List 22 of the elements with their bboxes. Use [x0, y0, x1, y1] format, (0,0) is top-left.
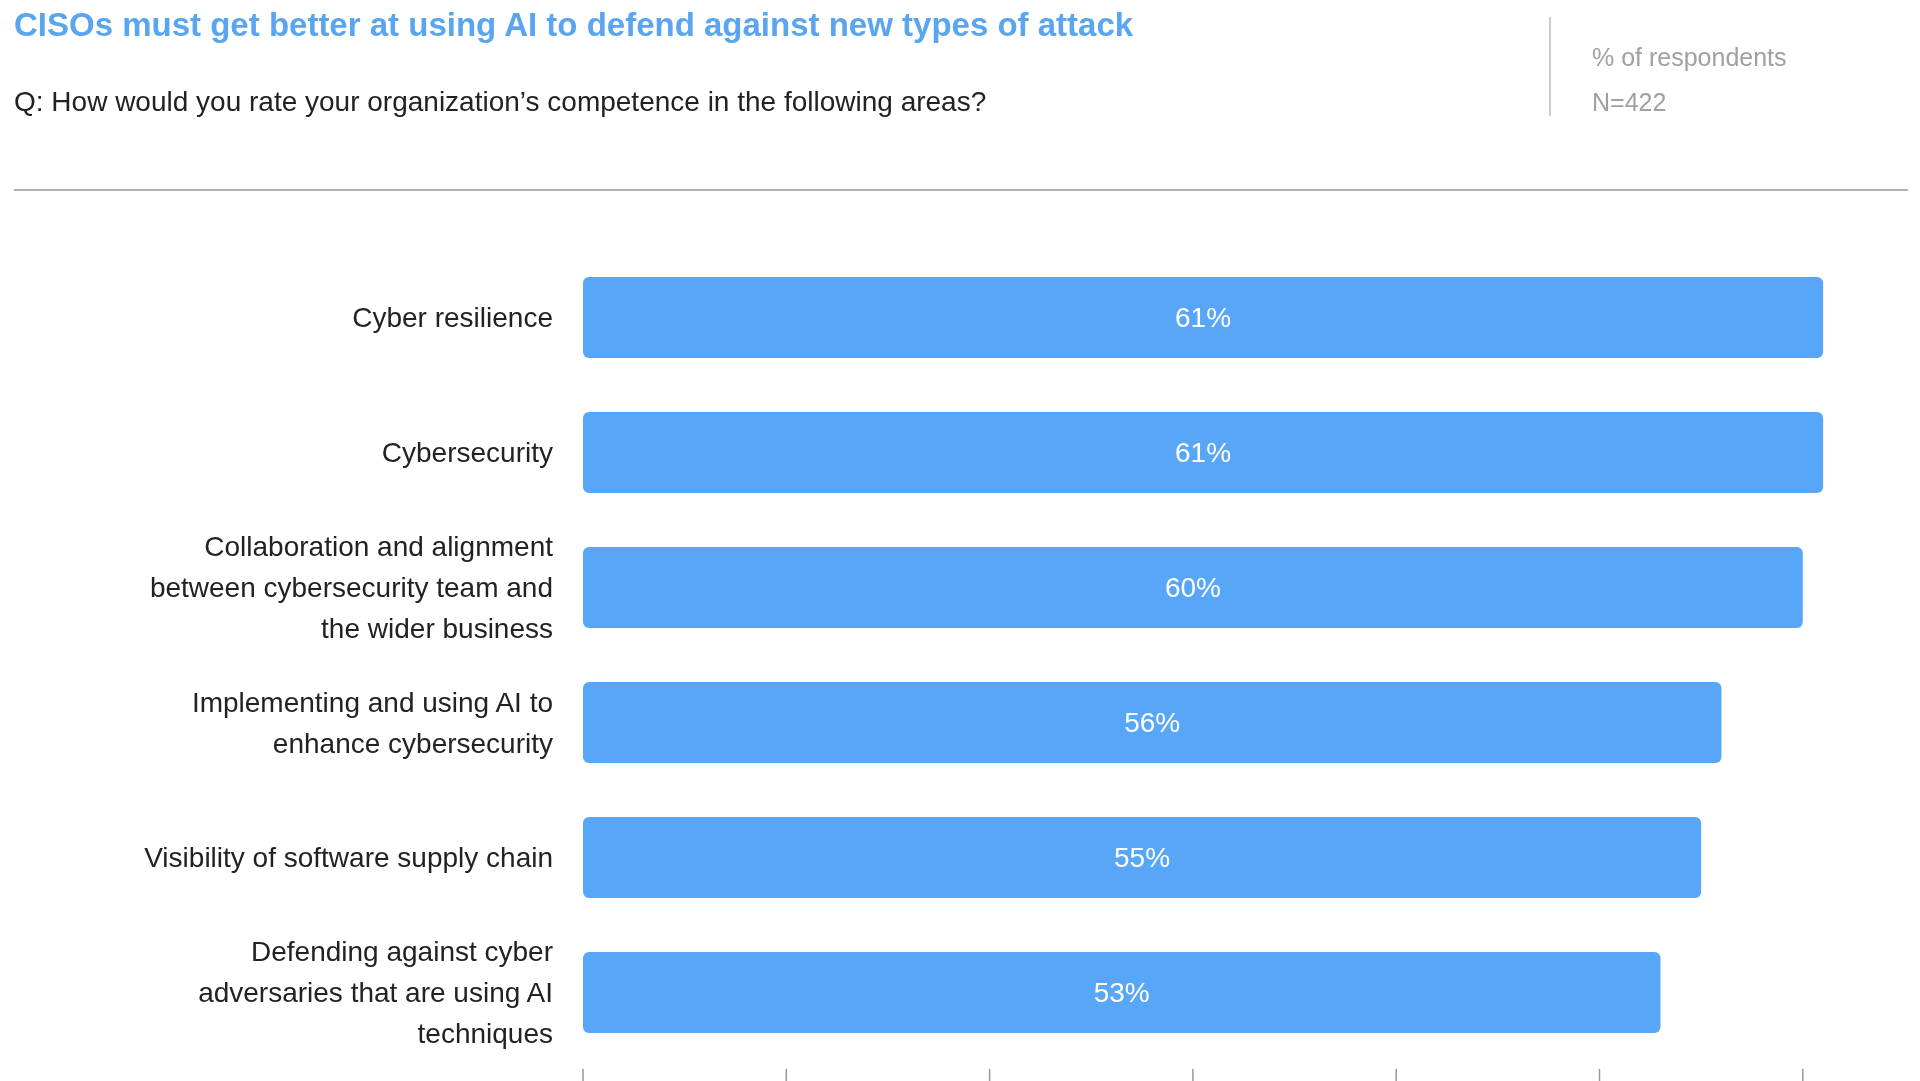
data-label: 61%	[1175, 302, 1232, 334]
chart-subtitle: Q: How would you rate your organization’s competence in the following areas?	[14, 86, 987, 117]
bar	[583, 952, 1661, 1033]
data-label: 53%	[1093, 977, 1150, 1009]
bar	[583, 682, 1722, 763]
bar	[583, 412, 1824, 493]
chart-title: CISOs must get better at using AI to defend against new types of attack	[14, 6, 1134, 43]
y-tick-label: Collaboration and alignment between cybersecurity team and the wider business	[149, 531, 554, 645]
y-tick-label: Cybersecurity	[381, 437, 553, 469]
data-label: 56%	[1124, 707, 1181, 739]
y-tick-label: Cyber resilience	[352, 302, 553, 334]
data-label: 55%	[1114, 842, 1171, 874]
text: N=422	[1592, 88, 1667, 116]
y-tick-label: Implementing and using AI to enhance cybersecurity	[191, 686, 553, 759]
y-tick-label: Visibility of software supply chain	[144, 842, 553, 874]
bar	[583, 277, 1824, 358]
text: % of respondents	[1592, 43, 1787, 71]
data-label: 60%	[1164, 572, 1221, 604]
bar	[583, 547, 1803, 628]
bar	[583, 817, 1702, 898]
data-label: 61%	[1175, 437, 1232, 469]
y-tick-label: Defending against cyber adversaries that are using AI techniques	[198, 936, 553, 1050]
